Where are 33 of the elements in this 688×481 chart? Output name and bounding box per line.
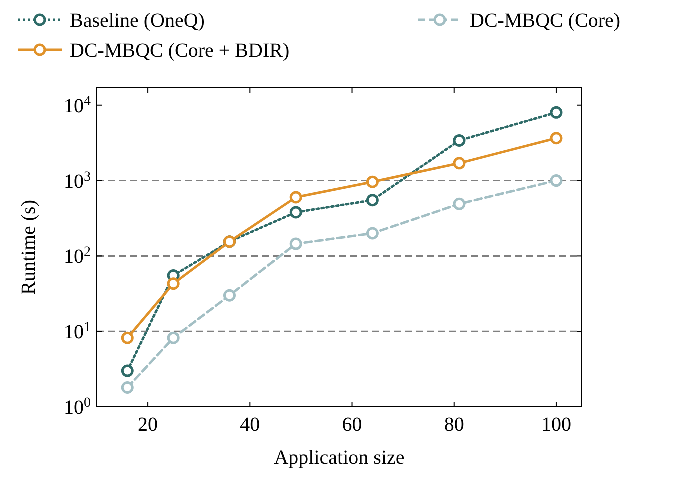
point — [453, 198, 466, 210]
point — [167, 278, 180, 290]
point — [453, 134, 466, 147]
y-axis-title: Runtime (s) — [18, 200, 40, 295]
legend-label: DC-MBQC (Core + BDIR) — [70, 40, 290, 62]
point — [121, 382, 134, 394]
point — [550, 132, 563, 145]
y-tick-label: 10$^{1}$ — [64, 320, 91, 344]
y-tick-label: 10$^{2}$ — [64, 244, 91, 268]
point — [290, 238, 302, 250]
point — [290, 206, 302, 219]
legend-label: Baseline (OneQ) — [70, 10, 205, 32]
point — [366, 176, 379, 188]
x-tick-label: 80 — [444, 414, 464, 436]
point — [167, 332, 180, 344]
point — [290, 191, 302, 204]
point — [121, 332, 134, 344]
point — [366, 194, 379, 207]
legend-label: DC-MBQC (Core) — [470, 10, 621, 32]
point — [453, 157, 466, 170]
x-tick-label: 40 — [240, 414, 260, 436]
x-tick-label: 60 — [342, 414, 362, 436]
point — [223, 289, 236, 302]
x-tick-label: 20 — [138, 414, 158, 436]
y-tick-label: 10$^{0}$ — [64, 396, 91, 419]
y-tick-label: 10$^{4}$ — [64, 94, 91, 118]
x-tick-label: 100 — [541, 414, 572, 436]
point — [121, 364, 134, 378]
y-tick-label: 10$^{3}$ — [64, 169, 91, 193]
point — [550, 106, 563, 119]
point — [550, 174, 563, 188]
x-axis-title: Application size — [274, 447, 405, 469]
point — [366, 227, 379, 240]
